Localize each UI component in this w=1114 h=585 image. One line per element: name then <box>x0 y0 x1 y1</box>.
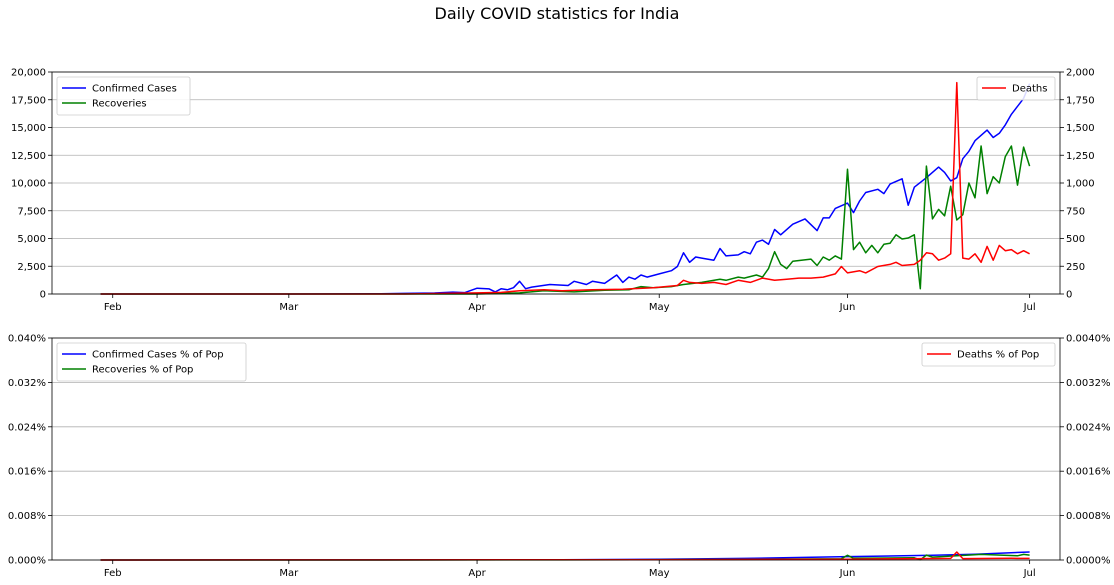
legend-left-box <box>56 76 191 116</box>
legend-right-box <box>921 342 1056 367</box>
y-tick-label-left: 0.040% <box>8 334 46 345</box>
y-tick-label-right: 1,000 <box>1066 179 1095 190</box>
y-tick-label-right: 750 <box>1066 206 1085 217</box>
x-tick-label: May <box>649 568 670 579</box>
x-tick-label: Mar <box>279 302 299 313</box>
x-tick-label: Jun <box>839 302 856 313</box>
y-tick-label-right: 1,750 <box>1066 95 1095 106</box>
y-tick-label-right: 0.0000% <box>1066 556 1111 567</box>
y-tick-label-right: 0 <box>1066 290 1072 301</box>
y-tick-label-left: 0.008% <box>8 511 46 522</box>
y-tick-label-left: 0 <box>40 290 46 301</box>
y-tick-label-left: 0.032% <box>8 378 46 389</box>
legend-right-box <box>976 76 1056 101</box>
legend-label: Deaths % of Pop <box>957 350 1039 361</box>
y-tick-label-right: 0.0008% <box>1066 511 1111 522</box>
x-tick-label: Feb <box>104 302 122 313</box>
axes-frame <box>51 337 1061 561</box>
y-tick-label-left: 12,500 <box>11 151 46 162</box>
x-tick-label: Jul <box>1023 302 1036 313</box>
panel-bottom: 0.000% 0.008% 0.016% 0.024% 0.032% 0.040% 0.00… <box>8 334 1111 580</box>
y-tick-label-left: 7,500 <box>17 206 46 217</box>
x-tick-label: Apr <box>468 302 486 313</box>
legend-label: Recoveries % of Pop <box>92 365 193 376</box>
y-tick-label-left: 10,000 <box>11 179 46 190</box>
x-tick-label: Mar <box>279 568 299 579</box>
y-tick-label-left: 2,500 <box>17 262 46 273</box>
panel-top: 0 2,500 5,000 7,500 10,000 12,500 15,000 17,500… <box>11 68 1095 314</box>
y-tick-label-right: 0.0040% <box>1066 334 1111 345</box>
y-tick-label-right: 0.0016% <box>1066 467 1111 478</box>
x-tick-label: Apr <box>468 568 486 579</box>
series-line-recoveries <box>100 145 1031 295</box>
y-tick-label-left: 5,000 <box>17 234 46 245</box>
y-tick-label-left: 20,000 <box>11 68 46 79</box>
legend-label: Recoveries <box>92 99 147 110</box>
y-tick-label-right: 500 <box>1066 234 1085 245</box>
y-tick-label-left: 0.000% <box>8 556 46 567</box>
y-tick-label-left: 0.016% <box>8 467 46 478</box>
x-tick-label: Jul <box>1023 568 1036 579</box>
x-tick-label: May <box>649 302 670 313</box>
y-tick-label-right: 0.0032% <box>1066 378 1111 389</box>
x-tick-label: Feb <box>104 568 122 579</box>
x-tick-label: Jun <box>839 568 856 579</box>
figure-title: Daily COVID statistics for India <box>434 4 680 23</box>
y-tick-label-right: 0.0024% <box>1066 422 1111 433</box>
y-tick-label-right: 250 <box>1066 262 1085 273</box>
series-line-deaths <box>100 81 1030 295</box>
legend-left-box <box>56 342 247 382</box>
legend-label: Deaths <box>1012 84 1047 95</box>
series-line-confirmed-cases <box>100 83 1031 295</box>
y-tick-label-left: 0.024% <box>8 422 46 433</box>
legend-label: Confirmed Cases <box>92 84 177 95</box>
y-tick-label-left: 17,500 <box>11 95 46 106</box>
y-tick-label-right: 1,250 <box>1066 151 1095 162</box>
y-tick-label-right: 2,000 <box>1066 68 1095 79</box>
y-tick-label-right: 1,500 <box>1066 123 1095 134</box>
y-tick-label-left: 15,000 <box>11 123 46 134</box>
legend-label: Confirmed Cases % of Pop <box>92 350 224 361</box>
